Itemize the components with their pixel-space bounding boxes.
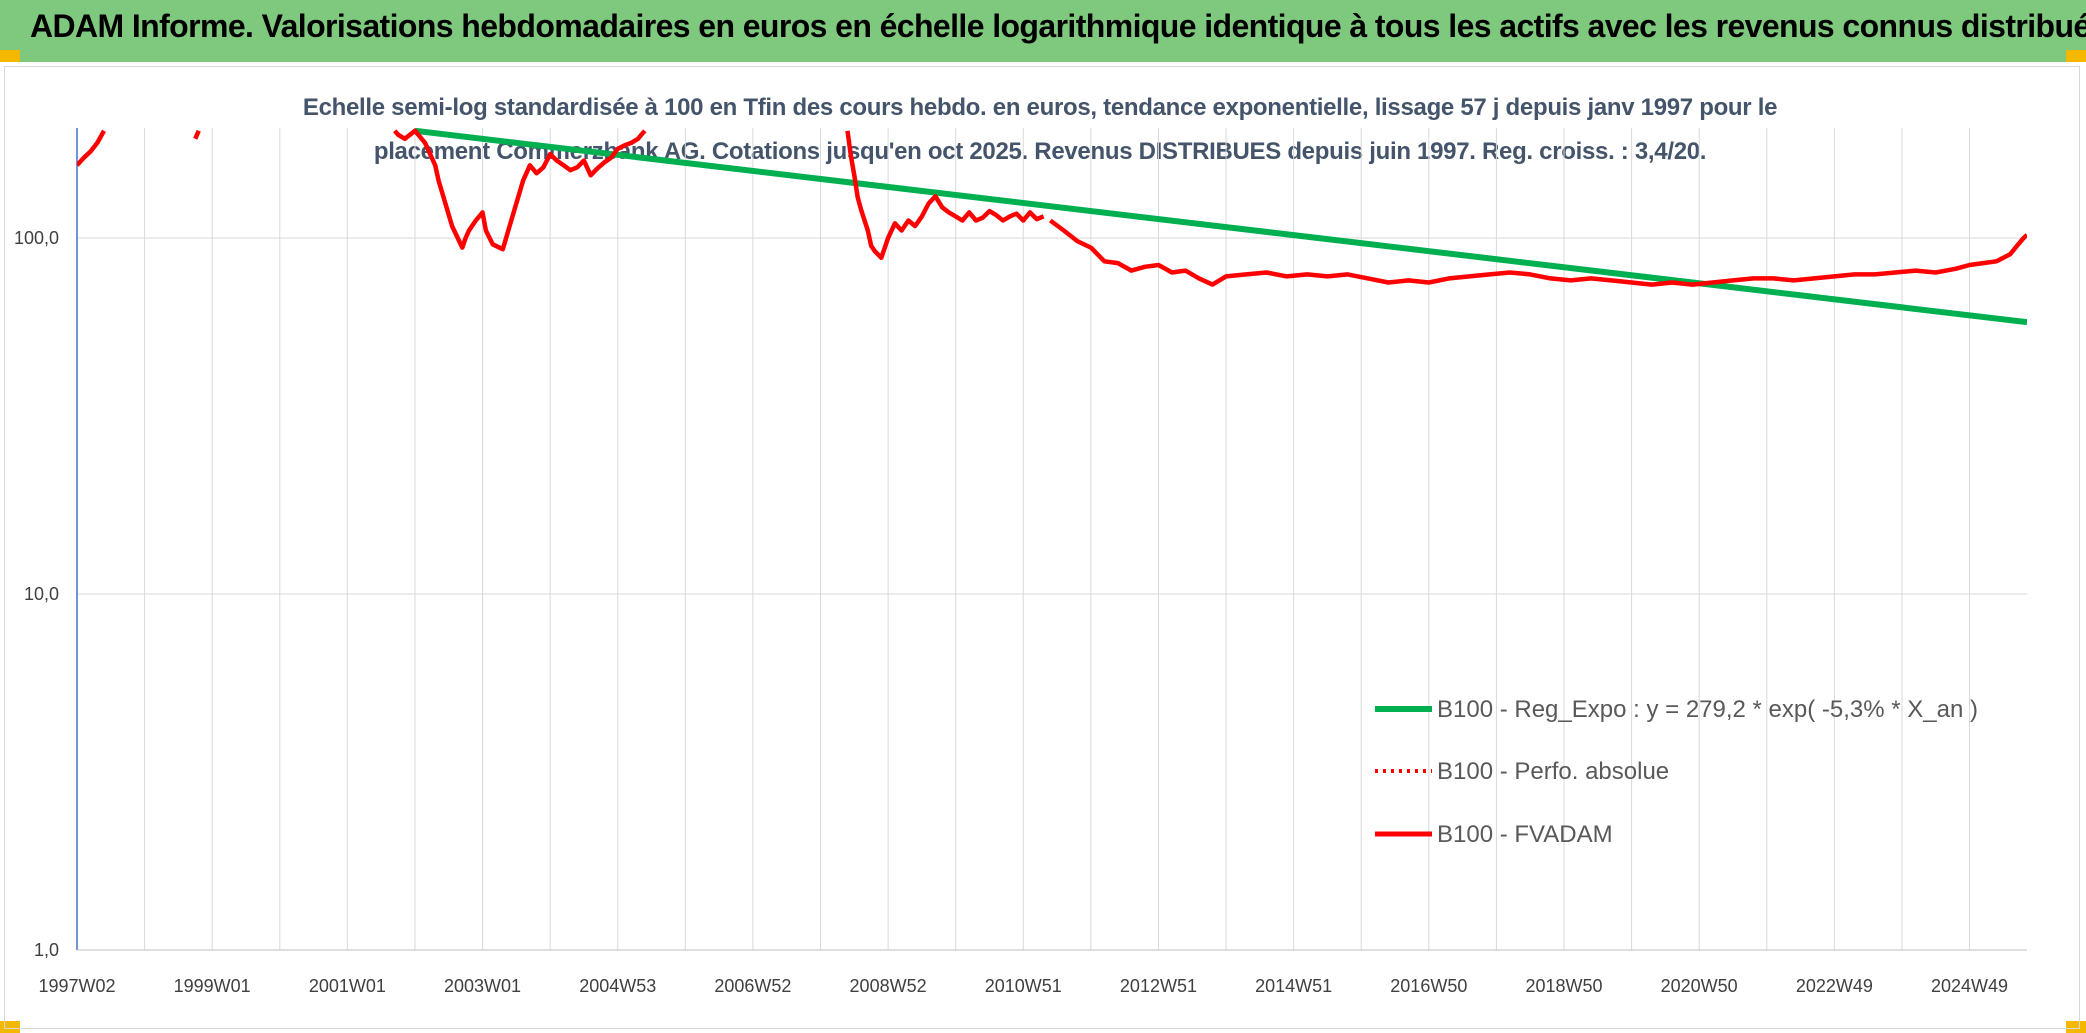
series-line-fvadam — [845, 130, 1045, 261]
corner-mark-right — [2066, 50, 2086, 62]
series-line-fvadam — [193, 129, 201, 140]
x-tick-label: 1999W01 — [174, 976, 251, 996]
y-tick-label: 10,0 — [24, 584, 59, 604]
x-tick-label: 2014W51 — [1255, 976, 1332, 996]
x-tick-label: 2024W49 — [1931, 976, 2008, 996]
series-line-fvadam — [1048, 218, 2027, 287]
banner-title: ADAM Informe. Valorisations hebdomadaire… — [30, 8, 2086, 44]
x-tick-label: 2010W51 — [985, 976, 1062, 996]
series-line-fvadam — [77, 129, 106, 167]
y-tick-label: 100,0 — [14, 228, 59, 248]
x-tick-label: 2022W49 — [1796, 976, 1873, 996]
legend-label: B100 - Perfo. absolue — [1437, 758, 1669, 785]
corner-mark-bottom-right — [2066, 1021, 2086, 1033]
x-tick-label: 2001W01 — [309, 976, 386, 996]
x-tick-label: 2020W50 — [1661, 976, 1738, 996]
x-tick-label: 2008W52 — [850, 976, 927, 996]
corner-mark-left — [0, 50, 20, 62]
legend-label: B100 - Reg_Expo : y = 279,2 * exp( -5,3%… — [1437, 696, 1978, 723]
title-banner: ADAM Informe. Valorisations hebdomadaire… — [0, 0, 2086, 62]
legend-label: B100 - FVADAM — [1437, 821, 1613, 848]
series-line-regression — [414, 128, 2027, 326]
chart-frame — [4, 66, 2080, 1029]
chart-title-line-1: Echelle semi-log standardisée à 100 en T… — [302, 94, 1778, 121]
x-tick-label: 2018W50 — [1525, 976, 1602, 996]
x-tick-label: 2016W50 — [1390, 976, 1467, 996]
series-line-fvadam — [393, 128, 647, 252]
x-tick-label: 2003W01 — [444, 976, 521, 996]
y-tick-label: 1,0 — [34, 940, 59, 960]
corner-mark-bottom-left — [0, 1021, 20, 1033]
x-tick-label: 2004W53 — [579, 976, 656, 996]
x-tick-label: 1997W02 — [38, 976, 115, 996]
x-tick-label: 2006W52 — [714, 976, 791, 996]
x-tick-label: 2012W51 — [1120, 976, 1197, 996]
